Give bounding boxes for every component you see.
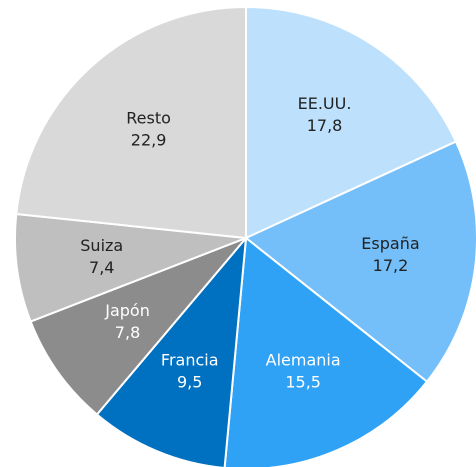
pie-slice bbox=[15, 5, 247, 240]
slice-value: 17,2 bbox=[373, 256, 409, 275]
slice-label: Francia bbox=[161, 351, 219, 370]
pie-slice bbox=[95, 234, 248, 467]
pie-slice bbox=[223, 236, 429, 467]
slice-value: 17,8 bbox=[307, 116, 343, 135]
pie-slice bbox=[245, 5, 458, 240]
pie-slice bbox=[29, 237, 247, 416]
slice-label: Resto bbox=[126, 108, 171, 127]
slice-value: 7,4 bbox=[89, 258, 114, 277]
slice-label: EE.UU. bbox=[298, 94, 352, 113]
slice-value: 15,5 bbox=[285, 372, 321, 391]
slice-value: 22,9 bbox=[131, 130, 167, 149]
slice-value: 9,5 bbox=[177, 373, 202, 392]
slice-label: Japón bbox=[104, 301, 150, 320]
slice-label: España bbox=[361, 234, 419, 253]
slice-label: Suiza bbox=[80, 236, 123, 255]
slice-value: 7,8 bbox=[115, 323, 140, 342]
pie-slice bbox=[14, 212, 247, 323]
pie-slice bbox=[244, 140, 476, 384]
slice-label: Alemania bbox=[266, 350, 341, 369]
